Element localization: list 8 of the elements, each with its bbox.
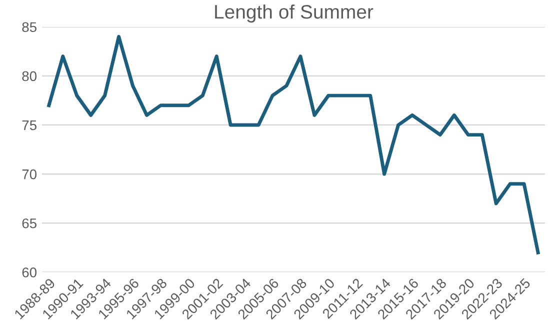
line-series bbox=[47, 34, 540, 254]
y-tick-label: 75 bbox=[22, 120, 36, 130]
y-tick-label: 85 bbox=[22, 22, 36, 32]
chart-title: Length of Summer bbox=[215, 4, 374, 23]
y-tick-label: 65 bbox=[22, 218, 36, 228]
y-tick-label: 80 bbox=[22, 71, 37, 82]
y-tick-label: 70 bbox=[22, 169, 37, 180]
y-tick-label: 60 bbox=[22, 267, 37, 278]
